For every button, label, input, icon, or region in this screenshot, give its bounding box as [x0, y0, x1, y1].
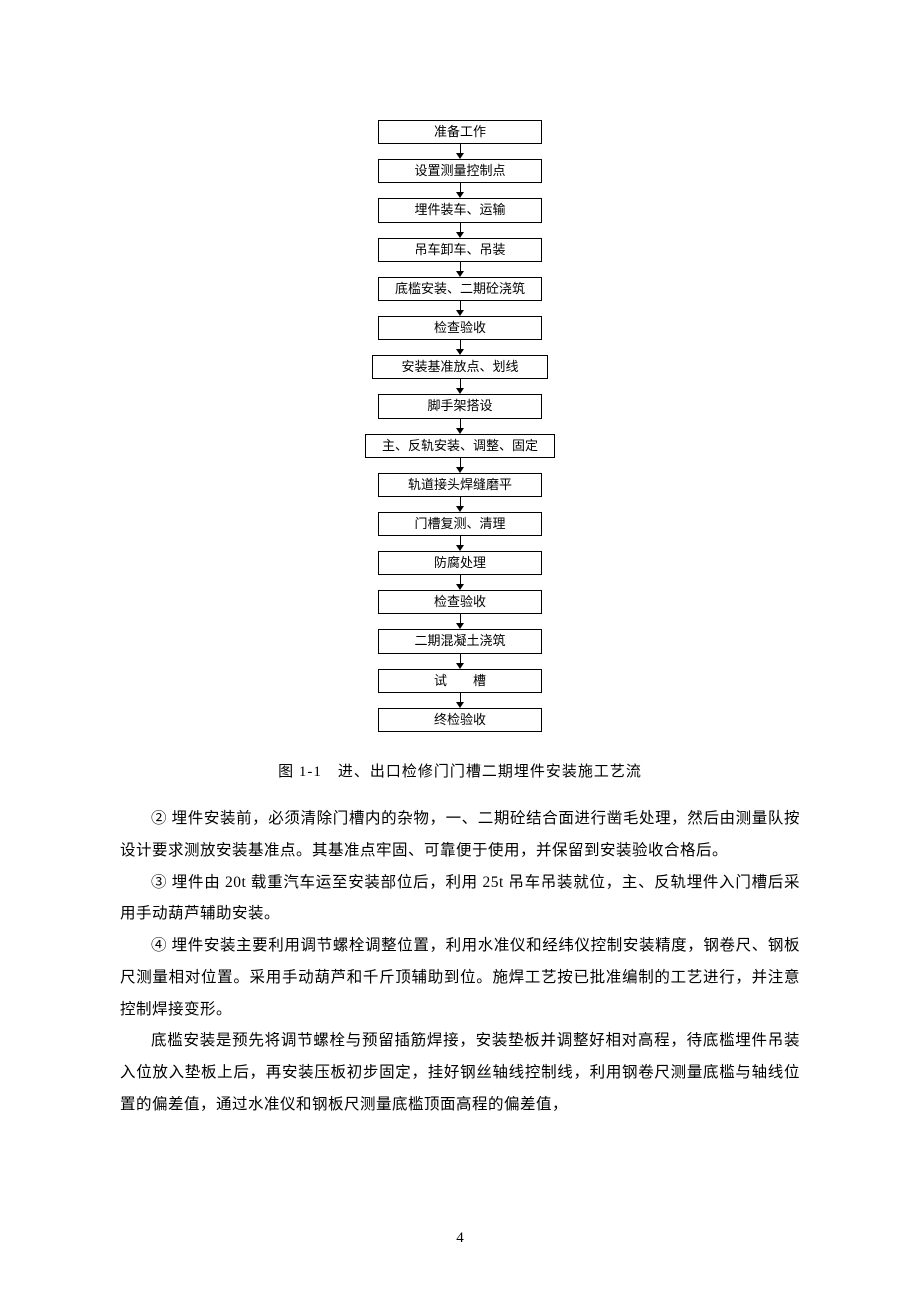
flow-arrow-5 [456, 340, 464, 355]
flow-node-1: 设置测量控制点 [378, 159, 542, 183]
flow-node-2: 埋件装车、运输 [378, 198, 542, 222]
flow-node-14: 试 槽 [378, 669, 542, 693]
page-number: 4 [0, 1230, 920, 1247]
flow-node-10: 门槽复测、清理 [378, 512, 542, 536]
flow-arrow-4 [456, 301, 464, 316]
flow-arrow-10 [456, 536, 464, 551]
flow-node-15: 终检验收 [378, 708, 542, 732]
flow-node-4: 底槛安装、二期砼浇筑 [378, 277, 542, 301]
paragraph-5: 底槛安装是预先将调节螺栓与预留插筋焊接，安装垫板并调整好相对高程，待底槛埋件吊装… [120, 1025, 800, 1120]
figure-caption: 图 1-1 进、出口检修门门槽二期埋件安装施工艺流 [120, 760, 800, 781]
flow-node-6: 安装基准放点、划线 [372, 355, 548, 379]
flow-node-11: 防腐处理 [378, 551, 542, 575]
paragraph-4: ④ 埋件安装主要利用调节螺栓调整位置，利用水准仪和经纬仪控制安装精度，钢卷尺、钢… [120, 930, 800, 1025]
flowchart-container: 准备工作设置测量控制点埋件装车、运输吊车卸车、吊装底槛安装、二期砼浇筑检查验收安… [365, 120, 555, 732]
flow-node-5: 检查验收 [378, 316, 542, 340]
flow-arrow-1 [456, 183, 464, 198]
flow-arrow-11 [456, 575, 464, 590]
flow-node-13: 二期混凝土浇筑 [378, 629, 542, 653]
flow-arrow-12 [456, 614, 464, 629]
flow-arrow-3 [456, 262, 464, 277]
paragraph-3: ③ 埋件由 20t 载重汽车运至安装部位后，利用 25t 吊车吊装就位，主、反轨… [120, 867, 800, 931]
document-page: 准备工作设置测量控制点埋件装车、运输吊车卸车、吊装底槛安装、二期砼浇筑检查验收安… [0, 0, 920, 1302]
flow-arrow-13 [456, 654, 464, 669]
body-text: ② 埋件安装前，必须清除门槽内的杂物，一、二期砼结合面进行凿毛处理，然后由测量队… [120, 803, 800, 1121]
flow-arrow-6 [456, 379, 464, 394]
flow-node-9: 轨道接头焊缝磨平 [378, 473, 542, 497]
flow-node-0: 准备工作 [378, 120, 542, 144]
flow-arrow-14 [456, 693, 464, 708]
flow-node-12: 检查验收 [378, 590, 542, 614]
flow-node-8: 主、反轨安装、调整、固定 [365, 434, 555, 458]
flow-arrow-7 [456, 419, 464, 434]
paragraph-2: ② 埋件安装前，必须清除门槽内的杂物，一、二期砼结合面进行凿毛处理，然后由测量队… [120, 803, 800, 867]
flow-arrow-8 [456, 458, 464, 473]
flow-arrow-9 [456, 497, 464, 512]
flow-node-7: 脚手架搭设 [378, 394, 542, 418]
flow-arrow-2 [456, 223, 464, 238]
flow-node-3: 吊车卸车、吊装 [378, 238, 542, 262]
flow-arrow-0 [456, 144, 464, 159]
